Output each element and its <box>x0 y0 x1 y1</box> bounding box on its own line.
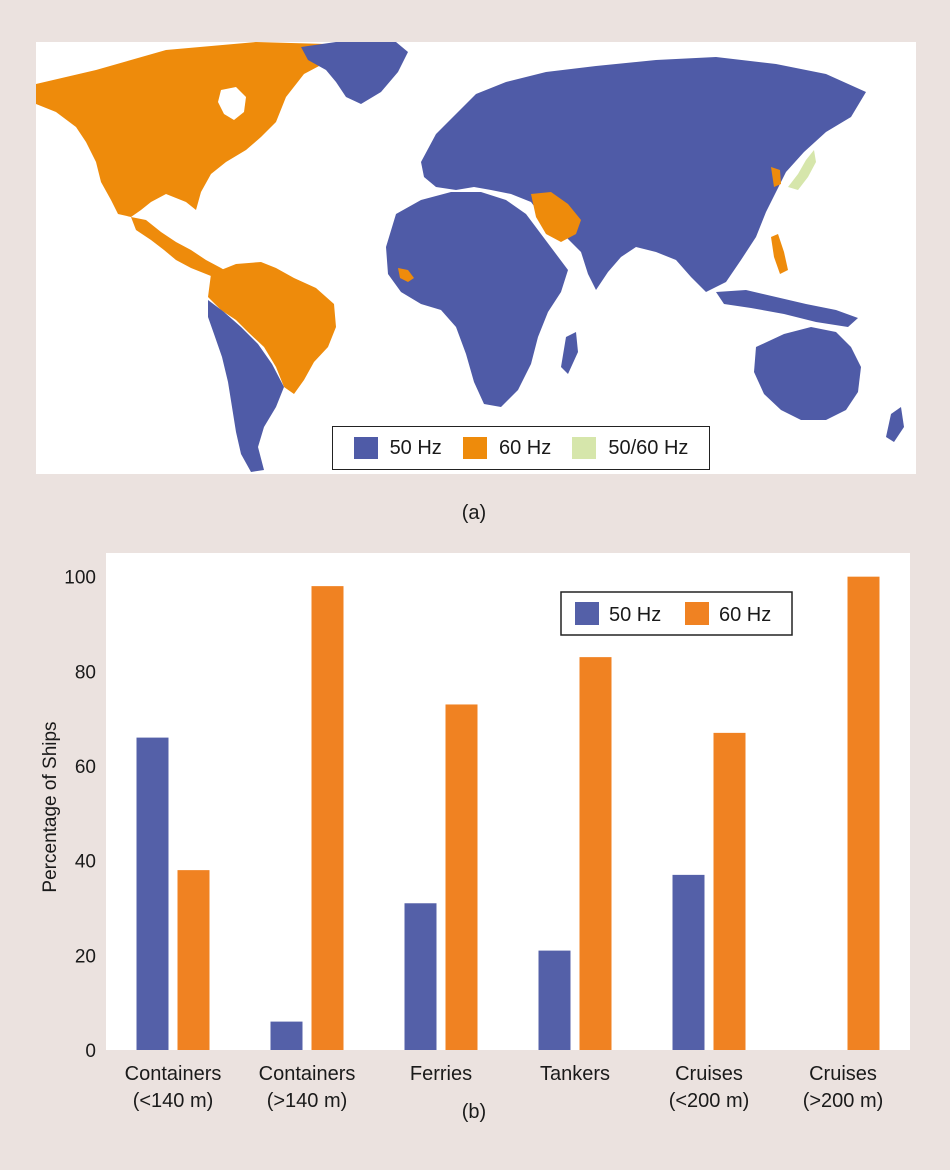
map-legend-swatch-60hz <box>462 437 487 459</box>
bar-50hz-2 <box>404 903 437 1050</box>
bars <box>136 576 880 1050</box>
region-central-america <box>131 217 231 280</box>
chart-legend-swatch <box>575 602 599 625</box>
bar-60hz-5 <box>847 576 880 1050</box>
chart-legend: 50 Hz 60 Hz <box>560 591 793 636</box>
map-legend-item-mixed: 50/60 Hz <box>572 437 688 460</box>
region-new-zealand <box>886 407 904 442</box>
bar-50hz-1 <box>270 1021 303 1050</box>
map-legend-swatch-mixed <box>572 437 597 459</box>
region-saudi-arabia <box>531 192 581 242</box>
chart-legend-box <box>560 591 793 636</box>
y-tick-label: 0 <box>85 1041 96 1062</box>
bar-50hz-4 <box>672 874 705 1050</box>
bar-60hz-1 <box>311 586 344 1050</box>
y-tick-label: 60 <box>75 757 96 778</box>
region-south-america-north <box>208 262 336 394</box>
chart-legend-label: 60 Hz <box>719 604 771 626</box>
region-south-america-south <box>208 300 284 472</box>
region-liberia <box>398 268 414 282</box>
category-label: Cruises <box>675 1063 743 1085</box>
map-legend: 50 Hz 60 Hz 50/60 Hz <box>332 426 710 470</box>
category-label: Containers <box>125 1063 222 1085</box>
region-greenland <box>301 42 408 104</box>
y-axis-ticks: 0 20 40 60 80 100 <box>64 568 96 1062</box>
map-legend-swatch-50hz <box>353 437 378 459</box>
hudson-bay <box>218 87 246 120</box>
bar-60hz-4 <box>713 732 746 1050</box>
bar-chart: 0 20 40 60 80 100 Percentage of Ships Contain… <box>40 553 910 1123</box>
y-axis-title: Percentage of Ships <box>40 721 61 892</box>
category-labels: Containers (<140 m) Containers (>140 m) Ferr… <box>125 1063 884 1112</box>
y-tick-label: 40 <box>75 852 96 873</box>
map-legend-item-60hz: 60 Hz <box>462 436 552 460</box>
map-legend-label-mixed: 50/60 Hz <box>608 436 689 459</box>
map-legend-label-50hz: 50 Hz <box>389 436 442 459</box>
region-philippines <box>771 234 788 274</box>
map-legend-item-50hz: 50 Hz <box>353 436 442 460</box>
panel-label-b: (b) <box>462 1101 486 1123</box>
category-label: Tankers <box>540 1063 610 1085</box>
bar-60hz-0 <box>177 870 210 1050</box>
chart-legend-swatch <box>685 602 709 625</box>
region-eurasia <box>421 57 866 292</box>
region-madagascar <box>561 332 578 374</box>
world-map-graphic <box>36 42 916 474</box>
y-tick-label: 80 <box>75 662 96 683</box>
category-sublabel: (<140 m) <box>133 1090 214 1112</box>
chart-legend-label: 50 Hz <box>609 604 661 626</box>
bar-50hz-3 <box>538 950 571 1050</box>
category-label: Ferries <box>410 1063 472 1085</box>
bar-60hz-3 <box>579 657 612 1050</box>
category-sublabel: (>140 m) <box>267 1090 348 1112</box>
world-frequency-map: 50 Hz 60 Hz 50/60 Hz <box>36 42 916 474</box>
category-label: Cruises <box>809 1063 877 1085</box>
y-tick-label: 20 <box>75 946 96 967</box>
region-australia <box>754 327 861 420</box>
y-tick-label: 100 <box>64 568 96 589</box>
panel-label-a: (a) <box>461 502 487 524</box>
bar-60hz-2 <box>445 704 478 1050</box>
bar-50hz-0 <box>136 737 169 1050</box>
category-sublabel: (<200 m) <box>669 1090 750 1112</box>
plot-area <box>106 553 910 1050</box>
category-sublabel: (>200 m) <box>803 1090 884 1112</box>
region-north-america <box>36 42 336 217</box>
region-japan <box>788 150 816 190</box>
category-label: Containers <box>259 1063 356 1085</box>
region-indonesia <box>716 290 858 327</box>
region-south-korea <box>771 167 781 187</box>
map-legend-label-60hz: 60 Hz <box>498 436 552 459</box>
region-africa <box>386 192 568 407</box>
